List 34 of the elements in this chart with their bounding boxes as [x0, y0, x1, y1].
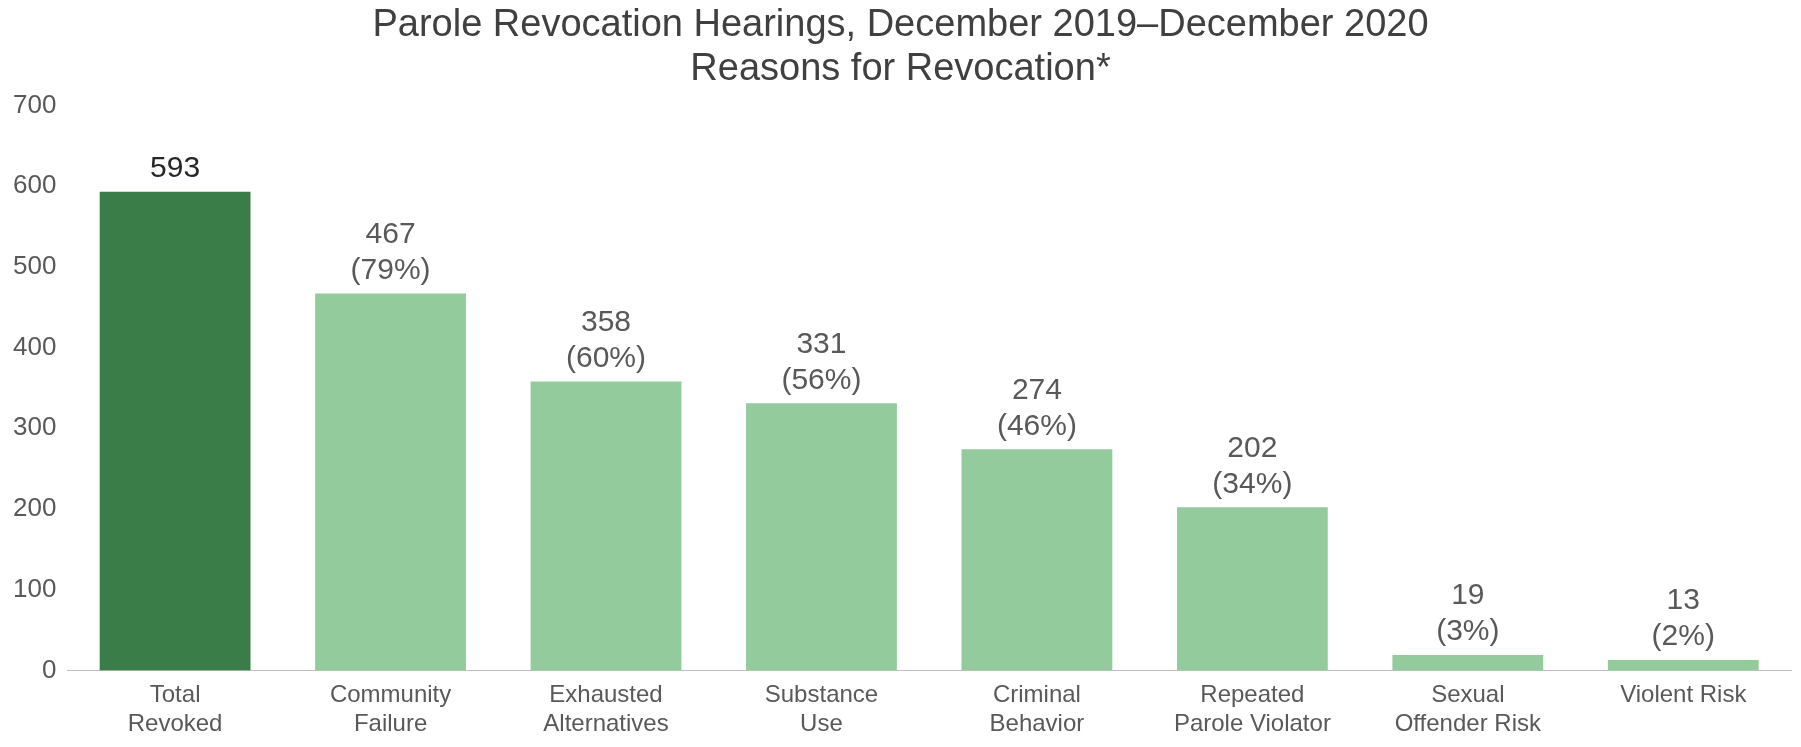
data-label: 13 (2%) — [1651, 582, 1715, 652]
x-tick-label: Community Failure — [329, 680, 452, 737]
chart-subtitle: Reasons for Revocation* — [690, 46, 1111, 89]
x-tick-label: Sexual Offender Risk — [1394, 680, 1542, 737]
data-label: 331 (56%) — [781, 325, 862, 395]
x-tick-label: Total Revoked — [127, 680, 223, 737]
bar — [961, 449, 1113, 671]
bar — [1176, 507, 1328, 671]
x-tick-label: Exhausted Alternatives — [543, 680, 669, 737]
x-tick-label: Violent Risk — [1620, 680, 1748, 708]
y-tick-label: 500 — [12, 250, 57, 280]
bar — [746, 403, 897, 671]
x-tick-label: Criminal Behavior — [989, 680, 1085, 737]
bar — [530, 381, 682, 671]
chart-title: Parole Revocation Hearings, December 2019–December 2020 — [372, 2, 1429, 45]
y-tick-label: 600 — [12, 169, 57, 200]
y-tick-label: 0 — [41, 653, 57, 684]
bar — [1607, 659, 1759, 671]
data-label: 19 (3%) — [1436, 577, 1500, 647]
bar — [99, 191, 251, 671]
y-tick-label: 700 — [12, 88, 57, 119]
data-label: 274 (46%) — [996, 371, 1077, 441]
x-tick-label: Repeated Parole Violator — [1173, 680, 1331, 737]
bar — [1392, 655, 1544, 671]
data-label: 202 (34%) — [1212, 429, 1293, 499]
y-tick-label: 300 — [12, 411, 57, 442]
data-label: 358 (60%) — [566, 303, 647, 373]
data-label: 467 (79%) — [350, 215, 431, 285]
y-tick-label: 200 — [12, 492, 57, 523]
y-tick-label: 400 — [12, 330, 57, 361]
y-tick-label: 100 — [12, 572, 57, 603]
x-tick-label: Substance Use — [764, 680, 879, 737]
data-label: 593 — [150, 150, 201, 184]
bar — [315, 293, 466, 671]
